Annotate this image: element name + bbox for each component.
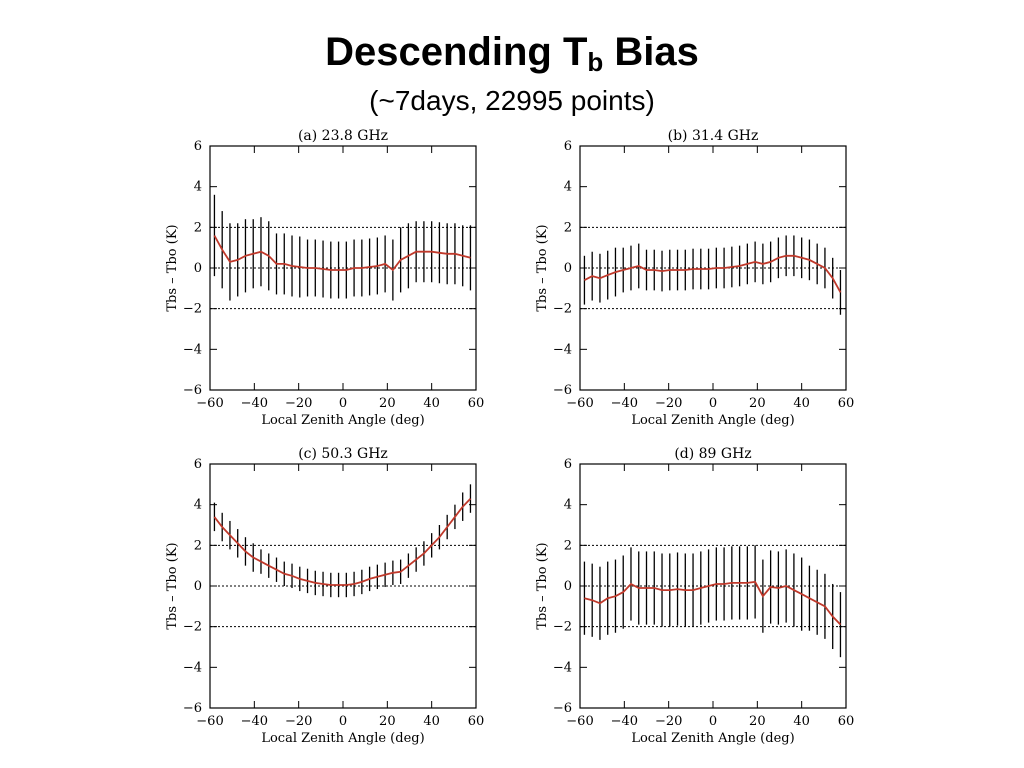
x-tick-label: −60 — [196, 714, 223, 729]
y-tick-label: 6 — [564, 457, 572, 472]
y-tick-label: 0 — [194, 261, 202, 276]
x-axis-label: Local Zenith Angle (deg) — [261, 413, 424, 428]
x-tick-label: 0 — [709, 396, 717, 411]
y-tick-label: 4 — [194, 498, 202, 513]
y-tick-label: −2 — [183, 620, 202, 635]
y-tick-label: −6 — [183, 383, 202, 398]
mean-bias-line-c — [213, 497, 472, 586]
y-tick-label: −4 — [553, 342, 572, 357]
x-tick-label: −60 — [566, 396, 593, 411]
slide-title: Descending Tb Bias — [0, 28, 1024, 86]
x-tick-label: 0 — [339, 396, 347, 411]
y-tick-label: 4 — [564, 498, 572, 513]
panel-title: (a) 23.8 GHz — [298, 128, 388, 144]
x-tick-label: −20 — [655, 396, 682, 411]
y-tick-label: −6 — [553, 383, 572, 398]
chart-panel-a: (a) 23.8 GHz−60 −40 −20 0 20 40 60−6−4−20246Lo… — [165, 128, 485, 428]
chart-panel-d: (d) 89 GHz−60 −40 −20 0 20 40 60−6−4−20246Loca… — [535, 446, 855, 746]
slide-subtitle: (~7days, 22995 points) — [369, 85, 655, 116]
y-tick-label: 6 — [194, 139, 202, 154]
x-tick-label: −20 — [285, 714, 312, 729]
y-tick-label: −4 — [183, 342, 202, 357]
y-tick-label: 0 — [564, 579, 572, 594]
x-tick-label: 20 — [749, 396, 766, 411]
x-tick-label: −20 — [285, 396, 312, 411]
mean-bias-line-d — [584, 580, 842, 626]
mean-bias-line-a — [213, 235, 471, 272]
x-tick-label: −40 — [241, 714, 268, 729]
x-axis-label: Local Zenith Angle (deg) — [631, 731, 794, 746]
y-tick-label: −6 — [183, 701, 202, 716]
y-tick-label: 2 — [194, 220, 202, 235]
panel-title: (b) 31.4 GHz — [668, 128, 759, 144]
y-tick-label: 0 — [194, 579, 202, 594]
x-tick-label: −40 — [241, 396, 268, 411]
y-tick-label: −2 — [553, 620, 572, 635]
y-tick-label: 4 — [194, 180, 202, 195]
y-tick-label: 2 — [194, 538, 202, 553]
y-axis-label: Tbs – Tbo (K) — [165, 542, 180, 629]
y-tick-label: 0 — [564, 261, 572, 276]
x-tick-label: −40 — [611, 396, 638, 411]
x-axis-label: Local Zenith Angle (deg) — [631, 413, 794, 428]
x-tick-label: −60 — [196, 396, 223, 411]
title-suffix: Bias — [603, 30, 699, 74]
y-tick-label: 6 — [564, 139, 572, 154]
y-tick-label: 2 — [564, 538, 572, 553]
x-tick-label: 20 — [379, 714, 396, 729]
y-axis-label: Tbs – Tbo (K) — [535, 224, 550, 311]
x-axis-label: Local Zenith Angle (deg) — [261, 731, 424, 746]
x-tick-label: 40 — [423, 714, 440, 729]
y-axis-label: Tbs – Tbo (K) — [535, 542, 550, 629]
x-tick-label: −60 — [566, 714, 593, 729]
title-main: Descending T — [325, 30, 588, 74]
x-tick-label: 60 — [468, 714, 485, 729]
y-tick-label: 2 — [564, 220, 572, 235]
x-tick-label: 20 — [749, 714, 766, 729]
y-tick-label: −4 — [553, 660, 572, 675]
x-tick-label: 60 — [838, 396, 855, 411]
x-tick-label: 40 — [423, 396, 440, 411]
x-tick-label: 40 — [793, 396, 810, 411]
y-tick-label: −2 — [553, 302, 572, 317]
title-subscript: b — [587, 47, 604, 77]
x-tick-label: 40 — [793, 714, 810, 729]
y-tick-label: −4 — [183, 660, 202, 675]
chart-panel-c: (c) 50.3 GHz−60 −40 −20 0 20 40 60−6−4−20246Lo… — [165, 446, 485, 746]
x-tick-label: 60 — [468, 396, 485, 411]
x-tick-label: −40 — [611, 714, 638, 729]
x-tick-label: 20 — [379, 396, 396, 411]
y-axis-label: Tbs – Tbo (K) — [165, 224, 180, 311]
chart-panel-b: (b) 31.4 GHz−60 −40 −20 0 20 40 60−6−4−20246Lo… — [535, 128, 855, 428]
x-tick-label: 0 — [709, 714, 717, 729]
y-tick-label: −2 — [183, 302, 202, 317]
panel-title: (d) 89 GHz — [674, 446, 751, 462]
mean-bias-line-b — [583, 254, 842, 293]
x-tick-label: 0 — [339, 714, 347, 729]
y-tick-label: −6 — [553, 701, 572, 716]
x-tick-label: −20 — [655, 714, 682, 729]
panel-title: (c) 50.3 GHz — [298, 446, 388, 462]
y-tick-label: 6 — [194, 457, 202, 472]
y-tick-label: 4 — [564, 180, 572, 195]
x-tick-label: 60 — [838, 714, 855, 729]
